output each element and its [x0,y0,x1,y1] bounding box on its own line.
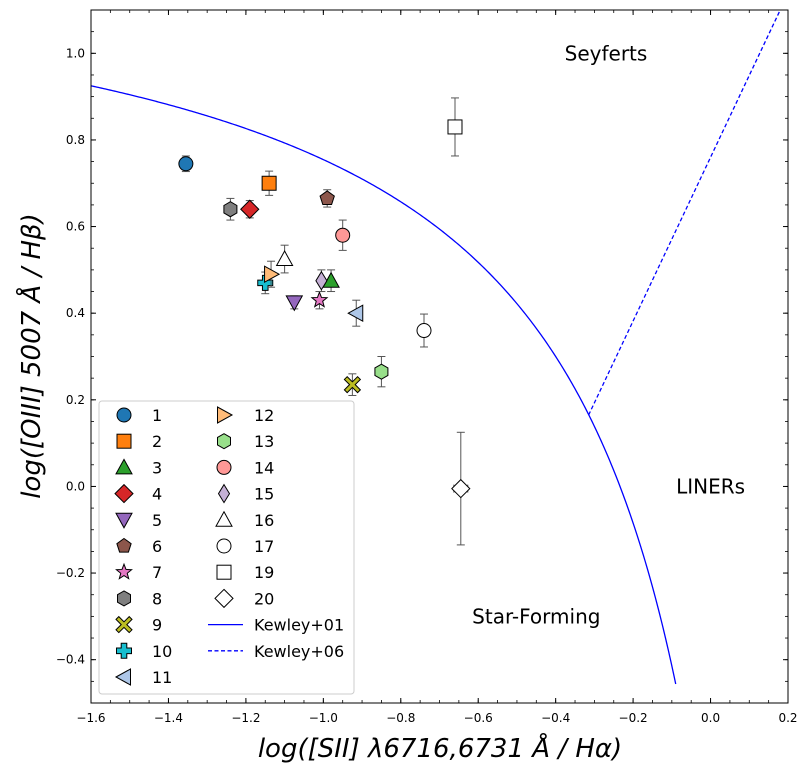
data-point-2 [261,175,277,191]
data-point-13 [374,363,389,380]
legend-marker-19 [216,564,232,580]
legend-marker-5 [115,512,133,529]
region-label: Star-Forming [472,604,600,628]
legend-label: 12 [254,406,274,425]
legend-marker-10 [116,642,132,659]
legend-label: 13 [254,432,274,451]
y-tick-label: 1.0 [66,46,85,60]
legend-marker-3 [115,458,133,475]
legend-marker-13 [217,433,231,450]
legend-marker-14 [216,459,232,475]
legend-label: 17 [254,537,274,556]
legend-label: 14 [254,458,274,477]
legend-marker-2 [116,433,132,449]
data-points [178,97,471,546]
data-point-1 [178,156,194,172]
x-tick-label: 0.0 [701,711,720,725]
legend-marker-17 [216,538,232,554]
legend-marker-16 [215,510,233,527]
legend-label: 1 [152,406,162,425]
legend-label: 19 [254,563,274,582]
legend-label: 6 [152,537,162,556]
data-point-3 [322,271,340,288]
axis-ticks: −1.6 −1.4 −1.2 −1.0 −0.8 −0.6 −0.4 −0.2 0.0 0.2 −0… [56,9,798,725]
data-point-19 [447,119,463,135]
diagnostic-lines [91,10,781,685]
legend-label: Kewley+06 [254,642,344,661]
x-tick-label: −0.8 [386,711,415,725]
data-point-20 [451,478,471,499]
data-point-17 [416,323,432,339]
data-point-4 [240,199,260,219]
region-label: Seyferts [565,41,648,65]
y-tick-label: 0.0 [66,479,85,493]
legend-label: 10 [152,642,172,661]
legend-marker-4 [114,483,134,504]
x-tick-label: −1.6 [76,711,105,725]
legend: 12345678910111213141516171920Kewley+01Ke… [98,400,355,695]
x-axis-title: log([SII] λ6716,6731 Å / Hα) [258,732,622,764]
legend-label: 16 [254,511,274,530]
kewley01-curve [91,85,677,685]
y-tick-label: 0.6 [66,220,85,234]
kewley06-line [587,10,781,416]
x-tick-label: 0.2 [778,711,797,725]
data-point-12 [264,265,281,284]
legend-marker-8 [117,590,131,607]
data-point-11 [347,304,364,323]
x-tick-label: −1.0 [309,711,338,725]
legend-label: 11 [152,668,172,687]
legend-label: 15 [254,485,274,504]
y-tick-label: −0.4 [56,653,85,667]
data-point-8 [223,201,238,218]
legend-marker-12 [217,406,234,424]
y-tick-label: 0.2 [66,393,85,407]
data-point-16 [275,250,294,267]
legend-label: 7 [152,563,162,582]
legend-label: 4 [152,485,162,504]
legend-marker-7 [115,562,133,580]
data-point-14 [335,227,351,243]
legend-marker-6 [116,537,132,553]
data-point-9 [343,375,362,394]
x-tick-label: −1.2 [231,711,260,725]
legend-marker-1 [116,407,132,423]
y-axis-title: log([OIII] 5007 Å / Hβ) [15,213,47,499]
data-point-7 [310,290,329,308]
data-point-5 [285,295,304,312]
x-tick-label: −0.6 [464,711,493,725]
legend-marker-20 [214,588,234,609]
x-tick-label: −0.4 [541,711,570,725]
legend-label: 8 [152,589,162,608]
legend-marker-9 [115,615,133,634]
legend-label: 5 [152,511,162,530]
legend-label: 3 [152,458,162,477]
legend-marker-15 [217,483,231,504]
legend-label: Kewley+01 [254,616,344,635]
region-labels: Seyferts LINERs Star-Forming [472,41,745,628]
y-tick-label: 0.8 [66,133,85,147]
data-point-6 [319,190,335,205]
legend-label: 9 [152,616,162,635]
x-tick-label: −0.2 [619,711,648,725]
legend-label: 20 [254,589,274,608]
legend-marker-11 [114,668,131,686]
legend-label: 2 [152,432,162,451]
y-tick-label: 0.4 [66,306,85,320]
x-tick-label: −1.4 [154,711,183,725]
data-point-15 [315,270,328,291]
region-label: LINERs [676,474,745,498]
y-tick-label: −0.2 [56,566,85,580]
